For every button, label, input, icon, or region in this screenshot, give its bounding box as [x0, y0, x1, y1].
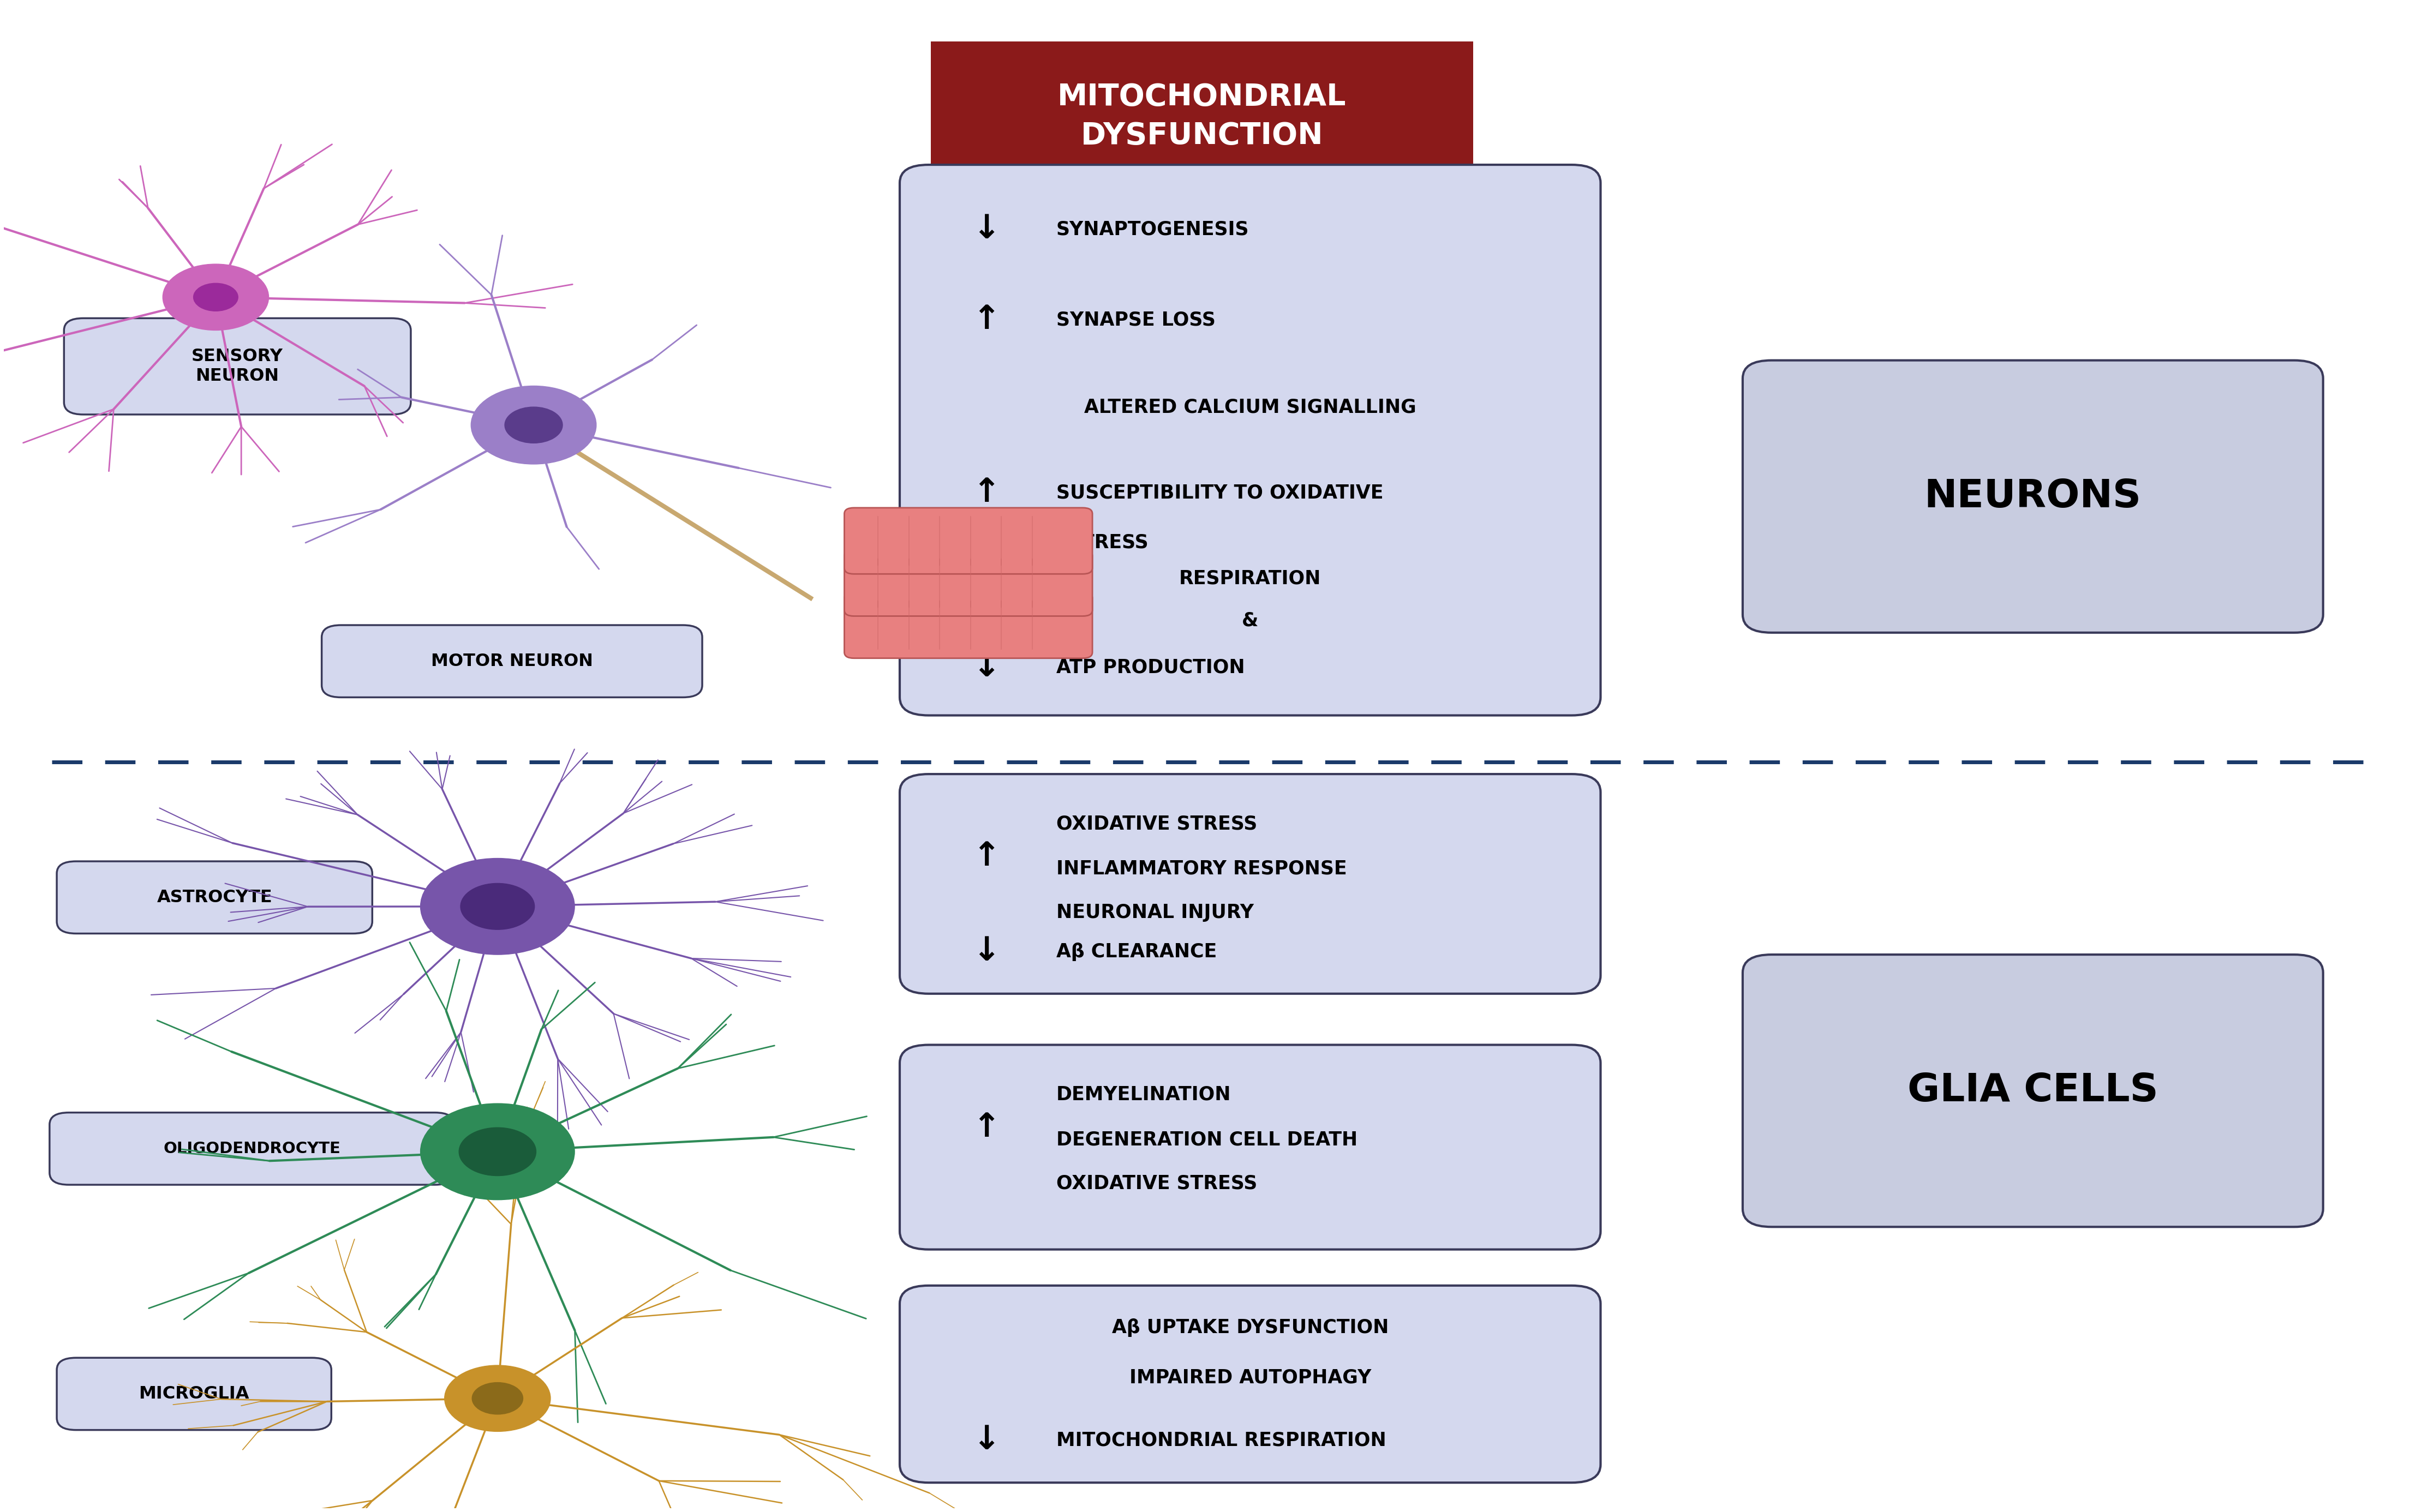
Text: DEMYELINATION: DEMYELINATION — [1056, 1086, 1232, 1104]
Circle shape — [461, 883, 534, 930]
FancyBboxPatch shape — [56, 1358, 331, 1430]
FancyBboxPatch shape — [899, 1045, 1599, 1249]
FancyBboxPatch shape — [56, 862, 372, 933]
FancyBboxPatch shape — [1742, 954, 2324, 1226]
Text: MOTOR NEURON: MOTOR NEURON — [430, 653, 592, 670]
Text: NEURONS: NEURONS — [1923, 478, 2141, 516]
Circle shape — [162, 265, 268, 330]
Text: OLIGODENDROCYTE: OLIGODENDROCYTE — [164, 1142, 341, 1157]
Text: MICROGLIA: MICROGLIA — [138, 1385, 249, 1402]
FancyBboxPatch shape — [899, 165, 1599, 715]
Bar — [930, 41, 1474, 192]
FancyBboxPatch shape — [843, 550, 1092, 615]
Circle shape — [471, 1382, 522, 1414]
Text: SYNAPTOGENESIS: SYNAPTOGENESIS — [1056, 221, 1249, 239]
Text: ↓: ↓ — [974, 213, 1000, 245]
Text: INFLAMMATORY RESPONSE: INFLAMMATORY RESPONSE — [1056, 859, 1346, 878]
Text: ↓: ↓ — [974, 936, 1000, 968]
Text: SUSCEPTIBILITY TO OXIDATIVE: SUSCEPTIBILITY TO OXIDATIVE — [1056, 484, 1384, 502]
Circle shape — [420, 859, 575, 954]
FancyBboxPatch shape — [51, 1113, 454, 1185]
Text: ASTROCYTE: ASTROCYTE — [157, 889, 273, 906]
Text: ↓: ↓ — [974, 652, 1000, 683]
Circle shape — [445, 1365, 551, 1432]
Text: ↑: ↑ — [974, 841, 1000, 872]
FancyBboxPatch shape — [899, 1285, 1599, 1483]
Text: ALTERED CALCIUM SIGNALLING: ALTERED CALCIUM SIGNALLING — [1085, 398, 1416, 416]
Text: MITOCHONDRIAL RESPIRATION: MITOCHONDRIAL RESPIRATION — [1056, 1432, 1387, 1450]
Text: OXIDATIVE STRESS: OXIDATIVE STRESS — [1056, 1173, 1256, 1193]
Circle shape — [471, 386, 597, 464]
Text: STRESS: STRESS — [1068, 534, 1150, 552]
Text: Aβ UPTAKE DYSFUNCTION: Aβ UPTAKE DYSFUNCTION — [1111, 1318, 1389, 1337]
Text: &: & — [1242, 611, 1259, 631]
Text: ↑: ↑ — [974, 476, 1000, 510]
Text: ↑: ↑ — [974, 304, 1000, 336]
Text: ↓: ↓ — [974, 1424, 1000, 1456]
Text: RESPIRATION: RESPIRATION — [1179, 569, 1322, 588]
Text: ATP PRODUCTION: ATP PRODUCTION — [1056, 658, 1244, 676]
FancyBboxPatch shape — [1742, 360, 2324, 632]
FancyBboxPatch shape — [321, 624, 703, 697]
Text: OXIDATIVE STRESS: OXIDATIVE STRESS — [1056, 815, 1256, 833]
Circle shape — [193, 283, 239, 311]
Text: NEURONAL INJURY: NEURONAL INJURY — [1056, 903, 1254, 922]
Text: Aβ CLEARANCE: Aβ CLEARANCE — [1056, 942, 1218, 960]
FancyBboxPatch shape — [843, 593, 1092, 658]
Circle shape — [459, 1128, 536, 1176]
Text: GLIA CELLS: GLIA CELLS — [1909, 1072, 2157, 1110]
FancyBboxPatch shape — [63, 318, 411, 414]
Circle shape — [420, 1104, 575, 1201]
Circle shape — [505, 407, 563, 443]
FancyBboxPatch shape — [843, 508, 1092, 575]
Text: SYNAPSE LOSS: SYNAPSE LOSS — [1056, 310, 1215, 330]
Text: MITOCHONDRIAL
DYSFUNCTION: MITOCHONDRIAL DYSFUNCTION — [1058, 83, 1346, 151]
Text: ↑: ↑ — [974, 1111, 1000, 1143]
FancyBboxPatch shape — [899, 774, 1599, 993]
Text: IMPAIRED AUTOPHAGY: IMPAIRED AUTOPHAGY — [1128, 1368, 1372, 1387]
Text: SENSORY
NEURON: SENSORY NEURON — [191, 348, 283, 384]
Text: DEGENERATION CELL DEATH: DEGENERATION CELL DEATH — [1056, 1131, 1358, 1149]
